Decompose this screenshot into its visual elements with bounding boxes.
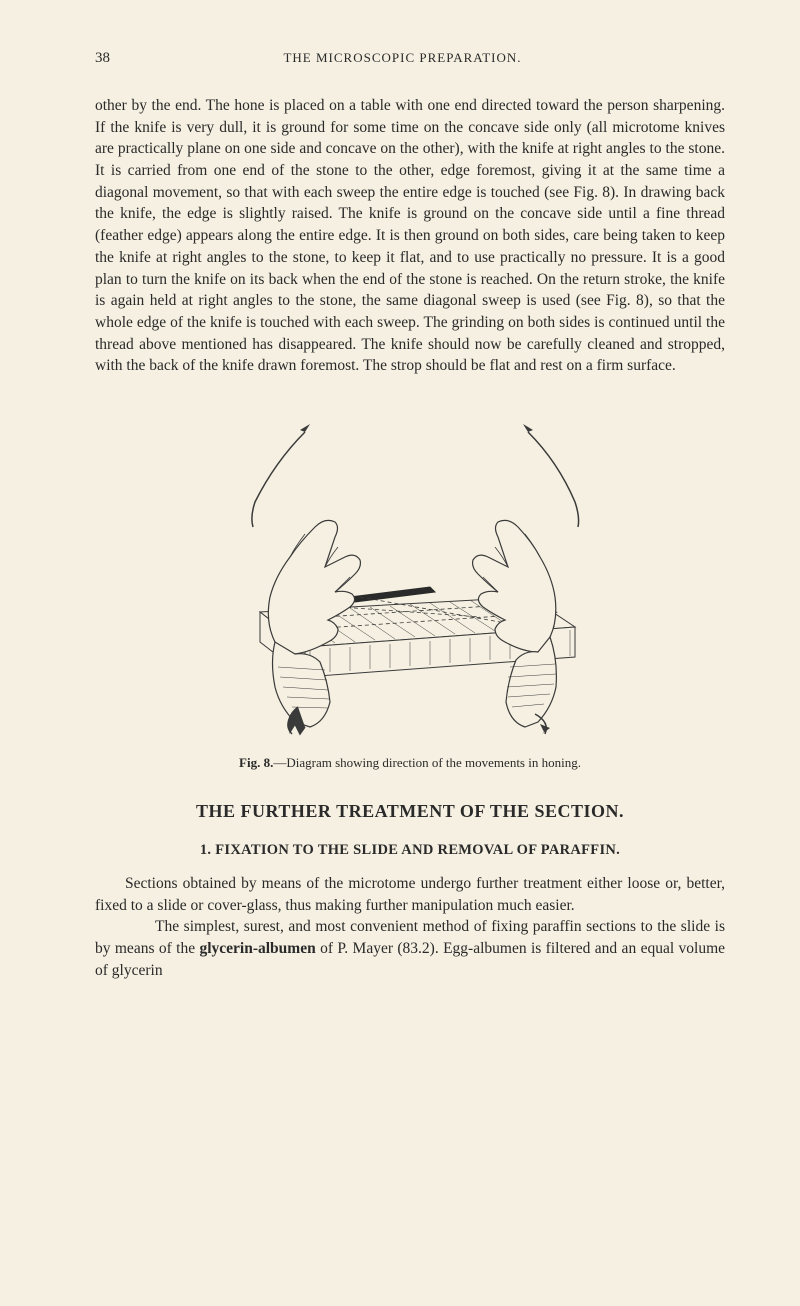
body-paragraph-1: other by the end. The hone is placed on … bbox=[95, 95, 725, 377]
figure-caption-text: —Diagram showing direction of the moveme… bbox=[273, 755, 581, 770]
subsection-title: 1. FIXATION TO THE SLIDE AND REMOVAL OF … bbox=[95, 842, 725, 859]
figure-label: Fig. 8. bbox=[239, 755, 273, 770]
page-header: 38 THE MICROSCOPIC PREPARATION. bbox=[95, 50, 725, 67]
body-paragraph-3: The simplest, surest, and most convenien… bbox=[95, 916, 725, 981]
p3-bold: glycerin-albumen bbox=[199, 940, 315, 957]
body-paragraph-2: Sections obtained by means of the microt… bbox=[95, 873, 725, 916]
honing-diagram-illustration bbox=[180, 402, 640, 742]
running-head: THE MICROSCOPIC PREPARATION. bbox=[110, 50, 725, 67]
page-number: 38 bbox=[95, 50, 110, 67]
figure-8-caption: Fig. 8.—Diagram showing direction of the… bbox=[95, 755, 725, 771]
section-title: THE FURTHER TREATMENT OF THE SECTION. bbox=[95, 801, 725, 822]
figure-8-container: Fig. 8.—Diagram showing direction of the… bbox=[95, 402, 725, 771]
